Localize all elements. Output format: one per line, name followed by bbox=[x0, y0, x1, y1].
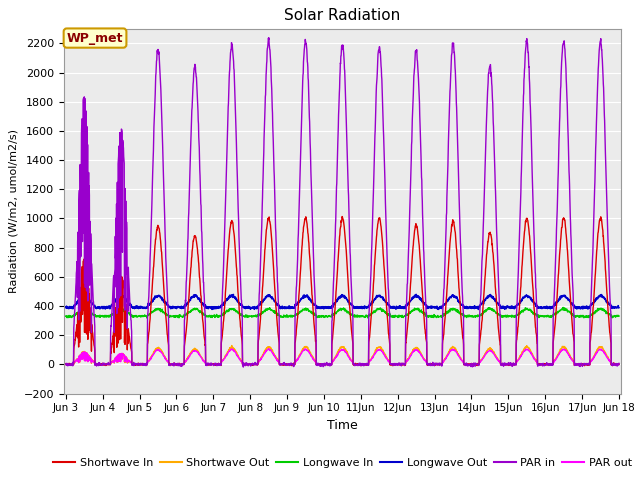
Legend: Shortwave In, Shortwave Out, Longwave In, Longwave Out, PAR in, PAR out: Shortwave In, Shortwave Out, Longwave In… bbox=[49, 454, 636, 473]
PAR in bbox=[165, 362, 173, 368]
PAR out bbox=[264, 346, 272, 352]
Line: Longwave In: Longwave In bbox=[66, 307, 619, 318]
Longwave Out bbox=[507, 303, 515, 309]
PAR in bbox=[348, 302, 356, 308]
Longwave Out bbox=[474, 307, 482, 312]
PAR out bbox=[213, 361, 221, 367]
PAR in bbox=[239, 364, 247, 370]
Shortwave Out bbox=[62, 361, 70, 367]
Longwave In bbox=[559, 304, 567, 310]
Line: Shortwave Out: Shortwave Out bbox=[66, 346, 619, 365]
Shortwave Out bbox=[406, 354, 413, 360]
Line: Shortwave In: Shortwave In bbox=[66, 216, 619, 366]
Longwave In bbox=[62, 313, 70, 319]
Shortwave Out bbox=[165, 361, 173, 367]
PAR in bbox=[265, 35, 273, 41]
X-axis label: Time: Time bbox=[327, 419, 358, 432]
Shortwave In bbox=[213, 362, 221, 368]
Longwave Out bbox=[62, 304, 70, 310]
Longwave In bbox=[165, 314, 173, 320]
PAR out bbox=[615, 361, 623, 367]
Line: PAR out: PAR out bbox=[66, 349, 619, 365]
Y-axis label: Radiation (W/m2, umol/m2/s): Radiation (W/m2, umol/m2/s) bbox=[8, 129, 18, 293]
Shortwave Out bbox=[348, 358, 356, 364]
Shortwave Out bbox=[507, 362, 515, 368]
PAR in bbox=[591, 168, 599, 173]
Shortwave In bbox=[357, 363, 365, 369]
Text: WP_met: WP_met bbox=[67, 32, 124, 45]
Shortwave In bbox=[591, 273, 599, 279]
Longwave In bbox=[591, 309, 599, 314]
Shortwave Out bbox=[591, 351, 599, 357]
PAR out bbox=[165, 361, 173, 367]
Shortwave In bbox=[165, 362, 173, 368]
Shortwave In bbox=[615, 361, 623, 367]
Shortwave In bbox=[348, 331, 356, 336]
Longwave Out bbox=[615, 305, 623, 311]
Longwave Out bbox=[591, 297, 599, 302]
PAR in bbox=[507, 362, 515, 368]
Shortwave In bbox=[406, 294, 413, 300]
Longwave In bbox=[348, 312, 356, 318]
PAR out bbox=[438, 362, 446, 368]
Longwave Out bbox=[213, 305, 221, 311]
Shortwave Out bbox=[213, 361, 221, 367]
Longwave In bbox=[615, 313, 623, 319]
Line: Longwave Out: Longwave Out bbox=[66, 294, 619, 310]
Shortwave Out bbox=[228, 343, 236, 348]
Longwave In bbox=[143, 315, 151, 321]
PAR in bbox=[213, 362, 221, 368]
Longwave In bbox=[406, 310, 413, 316]
Longwave Out bbox=[405, 300, 413, 305]
PAR out bbox=[406, 355, 413, 360]
Shortwave Out bbox=[615, 361, 623, 367]
PAR out bbox=[591, 352, 599, 358]
Shortwave In bbox=[339, 214, 346, 219]
PAR in bbox=[615, 360, 623, 366]
Longwave In bbox=[213, 313, 221, 319]
Longwave In bbox=[507, 313, 515, 319]
Shortwave Out bbox=[431, 362, 439, 368]
Longwave Out bbox=[165, 305, 173, 311]
PAR in bbox=[406, 207, 413, 213]
Longwave Out bbox=[348, 301, 355, 307]
PAR out bbox=[348, 359, 356, 364]
Title: Solar Radiation: Solar Radiation bbox=[284, 9, 401, 24]
PAR in bbox=[62, 361, 70, 367]
Line: PAR in: PAR in bbox=[66, 38, 619, 367]
PAR out bbox=[62, 362, 70, 368]
Shortwave In bbox=[62, 361, 70, 367]
PAR out bbox=[507, 361, 515, 367]
Shortwave In bbox=[507, 362, 515, 368]
Longwave Out bbox=[412, 291, 420, 297]
